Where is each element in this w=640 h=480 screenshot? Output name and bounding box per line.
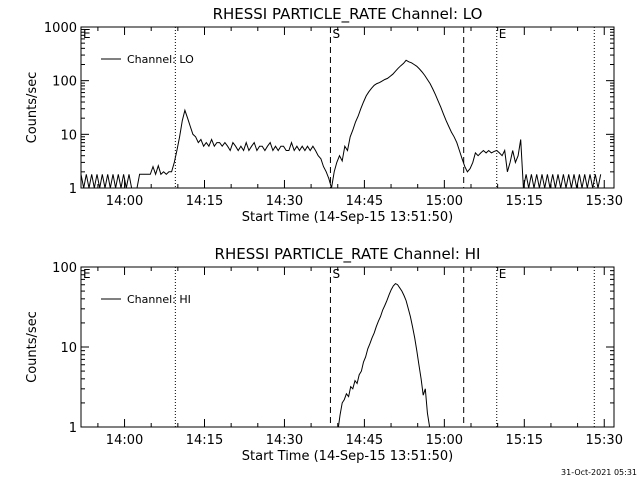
series-line — [337, 282, 431, 428]
y-tick-label: 10 — [60, 128, 77, 143]
footer-timestamp: 31-Oct-2021 05:31 — [561, 468, 637, 477]
event-marker-label: S — [332, 27, 340, 41]
x-tick-label: 14:30 — [266, 194, 303, 209]
x-axis-label: Start Time (14-Sep-15 13:51:50) — [242, 449, 453, 464]
x-tick-label: 15:00 — [426, 194, 463, 209]
event-marker-label: E — [499, 27, 507, 41]
event-marker-label: S — [332, 267, 340, 281]
plot-frame — [80, 266, 615, 428]
chart-title: RHESSI PARTICLE_RATE Channel: HI — [215, 245, 481, 264]
event-marker-label: E — [83, 267, 91, 281]
event-marker-label: E — [499, 267, 507, 281]
x-tick-label: 14:15 — [186, 194, 223, 209]
y-axis-label: Counts/sec — [25, 311, 40, 383]
legend-entry: Channel: LO — [127, 53, 194, 66]
series-line — [80, 59, 602, 189]
y-tick-label: 100 — [52, 261, 77, 276]
event-marker-label: E — [83, 27, 91, 41]
y-tick-label: 100 — [52, 75, 77, 90]
chart-title: RHESSI PARTICLE_RATE Channel: LO — [213, 5, 483, 24]
y-tick-label: 1000 — [44, 21, 77, 36]
y-axis-label: Counts/sec — [25, 72, 40, 144]
x-axis-label: Start Time (14-Sep-15 13:51:50) — [242, 210, 453, 225]
y-tick-label: 1 — [69, 421, 77, 436]
y-tick-label: 1 — [69, 182, 77, 197]
x-tick-label: 15:00 — [426, 433, 463, 448]
x-tick-label: 14:00 — [106, 433, 143, 448]
x-tick-label: 14:00 — [106, 194, 143, 209]
chart-panel-lo: RHESSI PARTICLE_RATE Channel: LO 14:00 14:… — [25, 5, 623, 225]
x-tick-label: 14:45 — [346, 433, 383, 448]
x-tick-label: 15:30 — [586, 194, 623, 209]
x-tick-label: 15:15 — [506, 194, 543, 209]
x-tick-label: 14:30 — [266, 433, 303, 448]
x-tick-label: 14:45 — [346, 194, 383, 209]
x-tick-label: 15:15 — [506, 433, 543, 448]
legend-entry: Channel: HI — [127, 293, 191, 306]
x-tick-label: 14:15 — [186, 433, 223, 448]
x-tick-label: 15:30 — [586, 433, 623, 448]
plot-frame — [80, 26, 615, 189]
y-tick-label: 10 — [60, 341, 77, 356]
chart-panel-hi: RHESSI PARTICLE_RATE Channel: HI 14:00 14:… — [25, 245, 623, 464]
